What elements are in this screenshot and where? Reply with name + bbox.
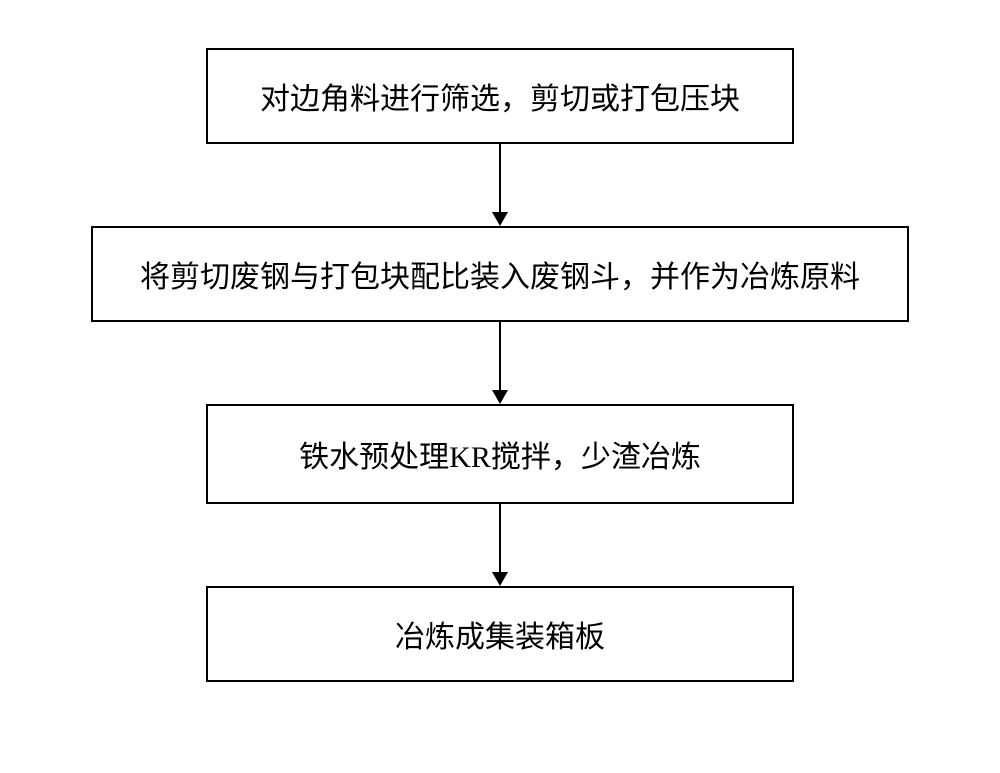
arrow-head-icon — [492, 212, 508, 226]
arrow-line — [499, 322, 501, 390]
flowchart-arrow-1 — [492, 144, 508, 226]
arrow-line — [499, 144, 501, 212]
node-label: 对边角料进行筛选，剪切或打包压块 — [260, 74, 740, 118]
flowchart-arrow-2 — [492, 322, 508, 404]
flowchart-node-step3: 铁水预处理KR搅拌，少渣冶炼 — [206, 404, 794, 504]
flowchart-node-step4: 冶炼成集装箱板 — [206, 586, 794, 682]
flowchart-node-step1: 对边角料进行筛选，剪切或打包压块 — [206, 48, 794, 144]
flowchart-node-step2: 将剪切废钢与打包块配比装入废钢斗，并作为冶炼原料 — [91, 226, 909, 322]
arrow-line — [499, 504, 501, 572]
node-label: 铁水预处理KR搅拌，少渣冶炼 — [299, 432, 701, 476]
flowchart-arrow-3 — [492, 504, 508, 586]
node-label: 将剪切废钢与打包块配比装入废钢斗，并作为冶炼原料 — [140, 252, 860, 296]
node-label: 冶炼成集装箱板 — [395, 612, 605, 656]
arrow-head-icon — [492, 572, 508, 586]
arrow-head-icon — [492, 390, 508, 404]
flowchart-container: 对边角料进行筛选，剪切或打包压块 将剪切废钢与打包块配比装入废钢斗，并作为冶炼原… — [0, 0, 1000, 682]
